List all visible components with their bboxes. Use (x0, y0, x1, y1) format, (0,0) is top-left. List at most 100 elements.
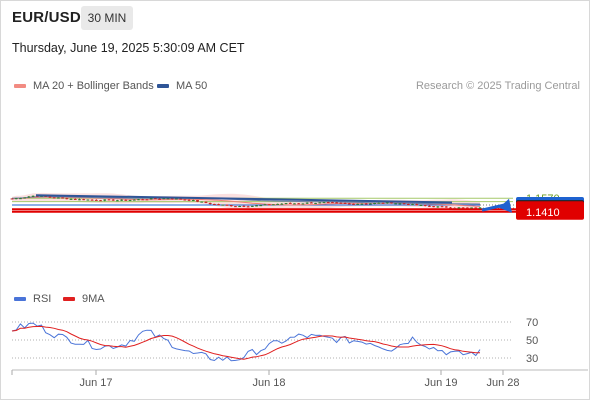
candle-body (27, 196, 31, 198)
candle-body (267, 204, 271, 206)
candle-body (94, 199, 98, 201)
candle-body (385, 202, 389, 204)
rsi-panel: 70 50 30 (11, 317, 538, 365)
candle-body (377, 202, 381, 204)
candle-body (141, 199, 145, 201)
candle-body (297, 203, 301, 205)
legend-ma50-label: MA 50 (176, 80, 208, 92)
candle-body (107, 199, 111, 201)
forecast-arrow-head (499, 198, 512, 213)
candle-body (128, 200, 132, 202)
candle-body (368, 203, 372, 205)
candle-body (318, 202, 322, 204)
rsi-tick-label: 70 (526, 317, 538, 329)
candle-body (326, 202, 330, 204)
candle-body (137, 199, 140, 201)
ma50-line (11, 196, 481, 205)
candle-body (453, 207, 457, 209)
candle-body (158, 198, 161, 200)
candle-body (276, 203, 280, 205)
candle-body (364, 203, 368, 205)
candle-body (331, 202, 334, 204)
candle-body (52, 197, 56, 199)
candle-body (474, 207, 478, 209)
x-tick-label: Jun 28 (486, 377, 519, 389)
support-label: 1.1410 (526, 207, 560, 219)
candle-body (19, 198, 22, 200)
candle-body (309, 202, 313, 204)
level-labels-layer: 1.15701.15301.14901.14531.14401.1410 (516, 193, 584, 220)
candle-body (132, 199, 136, 201)
candle-body (212, 203, 216, 205)
legend-rsi-swatch (14, 297, 26, 301)
candle-body (234, 206, 237, 208)
candle-body (196, 200, 199, 202)
rsi-9ma-line (11, 325, 481, 360)
candle-body (440, 206, 444, 208)
candle-body (314, 203, 317, 205)
candle-body (65, 198, 69, 200)
candle-body (61, 197, 64, 199)
candle-body (14, 198, 18, 200)
candle-body (360, 203, 364, 205)
candle-body (478, 207, 482, 209)
x-tick-label: Jun 19 (424, 377, 457, 389)
candle-body (457, 207, 461, 209)
candle-body (293, 203, 296, 205)
legend-rsi: RSI (14, 293, 51, 305)
forecast-arrow-shaft (481, 203, 506, 212)
candle-body (347, 203, 351, 205)
candle-body (305, 202, 309, 204)
candle-body (31, 195, 35, 197)
candle-body (153, 198, 157, 200)
support-tag (516, 203, 584, 220)
candle-body (470, 207, 473, 209)
candle-body (428, 205, 431, 207)
candle-body (419, 204, 423, 206)
legend-bollinger-label: MA 20 + Bollinger Bands (33, 80, 154, 92)
candle-body (259, 205, 263, 207)
candle-body (301, 203, 305, 205)
candle-body (465, 207, 469, 209)
candle-body (99, 200, 102, 202)
candle-body (170, 198, 174, 200)
x-axis: Jun 17 Jun 18 Jun 19 Jun 28 (11, 369, 588, 389)
legend-ma50: MA 50 (157, 80, 207, 92)
candle-body (90, 199, 94, 201)
candle-body (208, 202, 212, 205)
candle-body (238, 206, 242, 208)
candle-body (179, 198, 183, 200)
candle-body (352, 203, 355, 205)
candle-body (288, 202, 292, 204)
candle-body (225, 204, 229, 206)
candle-body (406, 204, 410, 206)
timeframe-button[interactable]: 30 MIN (81, 6, 133, 30)
candle-body (187, 199, 191, 201)
candle-body (44, 195, 48, 197)
candle-body (255, 205, 258, 207)
datetime-stamp: Thursday, June 19, 2025 5:30:09 AM CET (12, 41, 245, 55)
candle-body (120, 199, 124, 201)
legend-bollinger: MA 20 + Bollinger Bands (14, 80, 154, 92)
candle-body (381, 202, 385, 204)
legend-rsi-label: RSI (33, 293, 52, 305)
candle-body (322, 202, 326, 204)
legend-9ma-label: 9MA (82, 293, 105, 305)
candle-body (394, 203, 398, 205)
candle-body (40, 195, 43, 197)
rsi-tick-label: 50 (526, 335, 538, 347)
candle-body (423, 204, 427, 206)
candle-body (356, 203, 360, 205)
candle-body (402, 203, 406, 205)
candle-body (280, 203, 284, 205)
candle-body (149, 198, 153, 200)
candle-body (175, 198, 178, 200)
candle-body (246, 206, 250, 208)
candle-body (272, 204, 275, 206)
candle-body (415, 204, 419, 206)
candle-body (23, 197, 27, 199)
candle-body (229, 205, 233, 207)
candle-body (10, 198, 14, 200)
candle-body (78, 199, 81, 201)
